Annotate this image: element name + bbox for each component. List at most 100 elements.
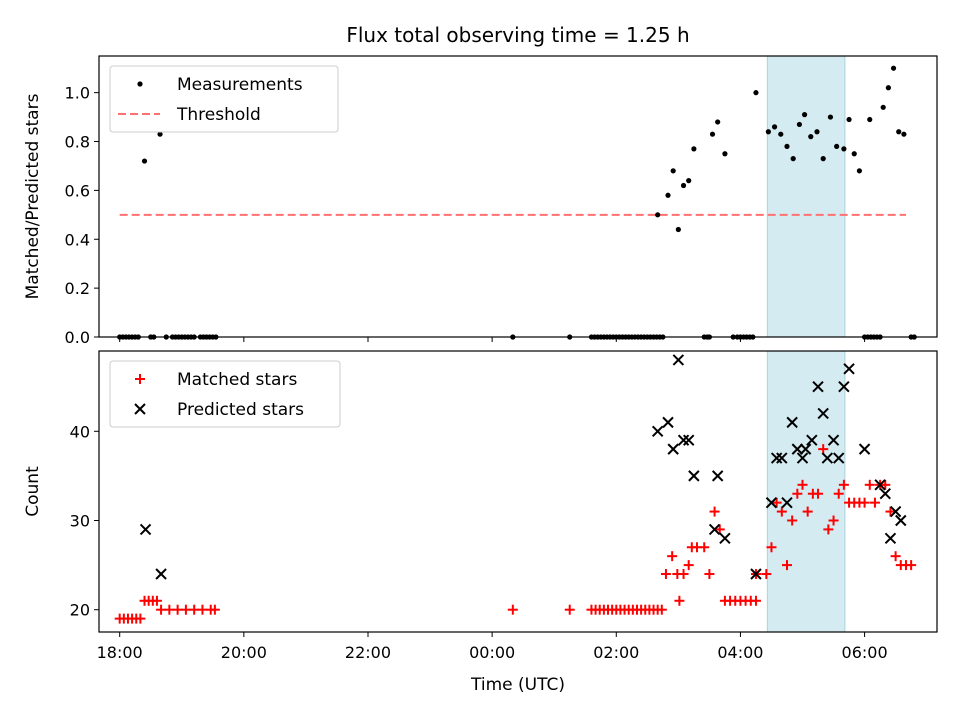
x-tick-label: 02:00 [593,643,639,662]
measurement-point [715,119,721,125]
x-axis-label: Time (UTC) [470,675,565,695]
x-tick-label: 04:00 [717,643,763,662]
x-stroke-b [651,425,664,437]
x-stroke-b [667,443,679,455]
x-stroke-b [770,452,783,464]
x-stroke-b [833,452,845,464]
predicted-star-point [776,452,788,464]
predicted-star-point [750,568,762,580]
x-stroke-b [879,488,891,500]
y-tick-label: 0.6 [65,181,90,200]
x-stroke-b [765,496,778,509]
predicted-star-point [786,416,798,429]
x-stroke-b [786,416,798,429]
x-stroke-b [708,523,721,536]
legend-label: Predicted stars [177,400,304,420]
predicted-star-point [874,479,886,491]
measurement-point [655,212,661,218]
predicted-star-point [796,452,809,464]
predicted-star-point [879,488,891,500]
matched-star-point [859,497,870,508]
matched-star-point [823,524,834,535]
x-tick-label: 22:00 [345,643,391,662]
x-stroke-b [806,434,818,446]
x-stroke-b [889,505,902,518]
measurement-point [665,192,671,198]
y-tick-label: 30 [70,511,90,530]
predicted-star-point [667,443,679,455]
matched-star-point [667,551,678,562]
predicted-star-point [827,434,840,446]
matched-star-point [813,488,824,499]
predicted-star-point [711,470,724,482]
matched-star-point [833,488,844,499]
predicted-star-point [688,470,700,482]
measurement-point [808,134,814,140]
matched-star-point [828,515,839,526]
measurement-point [157,131,163,137]
x-stroke-b [719,532,731,545]
matched-star-point [750,595,761,606]
predicted-star-point [677,434,690,446]
y-tick-label: 1.0 [65,84,90,103]
matched-star-point [880,479,891,490]
axes-frame [98,350,938,633]
measurement-point [814,129,820,135]
measurement-point [867,116,873,123]
matched-star-point [766,542,777,553]
matched-star-point [771,497,782,508]
highlight-span [766,55,846,338]
matched-star-point [151,595,162,606]
legend-x-icon-b [134,403,146,415]
matched-star-point [656,604,667,615]
predicted-star-point [833,452,845,464]
x-stroke-b [711,470,724,482]
measurement-point [722,151,728,157]
legend-label: Threshold [176,105,261,125]
measurement-point [771,124,778,130]
predicted-star-point [812,380,824,393]
predicted-star-point [155,568,167,580]
matched-star-point [507,604,518,615]
measurement-point [790,156,796,162]
x-stroke-b [884,532,897,545]
matched-star-point [135,613,146,624]
legend-dot-icon [137,81,143,87]
legend: Matched stars Predicted stars [109,360,341,428]
y-axis-label: Count [23,466,43,517]
x-tick-label: 00:00 [469,643,515,662]
measurement-point [851,151,857,157]
x-stroke-b [781,496,793,509]
y-tick-label: 20 [70,601,90,620]
matched-star-point [906,560,917,571]
matched-star-point [209,604,220,615]
measurement-point [885,85,891,91]
matched-star-point [781,560,792,571]
matched-star-point [885,506,896,517]
matched-star-point [709,506,720,517]
predicted-star-point [884,532,897,545]
y-tick-label: 0.8 [65,133,90,152]
predicted-star-point [858,443,871,455]
y-tick-label: 0.4 [65,230,90,249]
predicted-star-point [889,505,902,518]
measurement-point [784,143,790,150]
predicted-star-point [719,532,731,545]
measurement-point [686,178,692,184]
axes-frame [98,55,938,338]
predicted-star-point [821,452,834,464]
x-tick-label: 20:00 [221,643,267,662]
x-stroke-b [791,443,804,455]
predicted-star-point [770,452,783,464]
measurement-point [890,65,897,71]
matched-star-point [683,560,694,571]
predicted-star-point [799,443,812,455]
measurement-point [820,156,826,162]
x-stroke-b [155,568,167,580]
x-stroke-b [838,380,850,393]
legend-frame [109,360,341,428]
matched-star-point [797,479,808,490]
measurement-point [856,168,863,174]
matched-star-point [792,488,803,499]
y-tick-label: 40 [70,422,90,441]
